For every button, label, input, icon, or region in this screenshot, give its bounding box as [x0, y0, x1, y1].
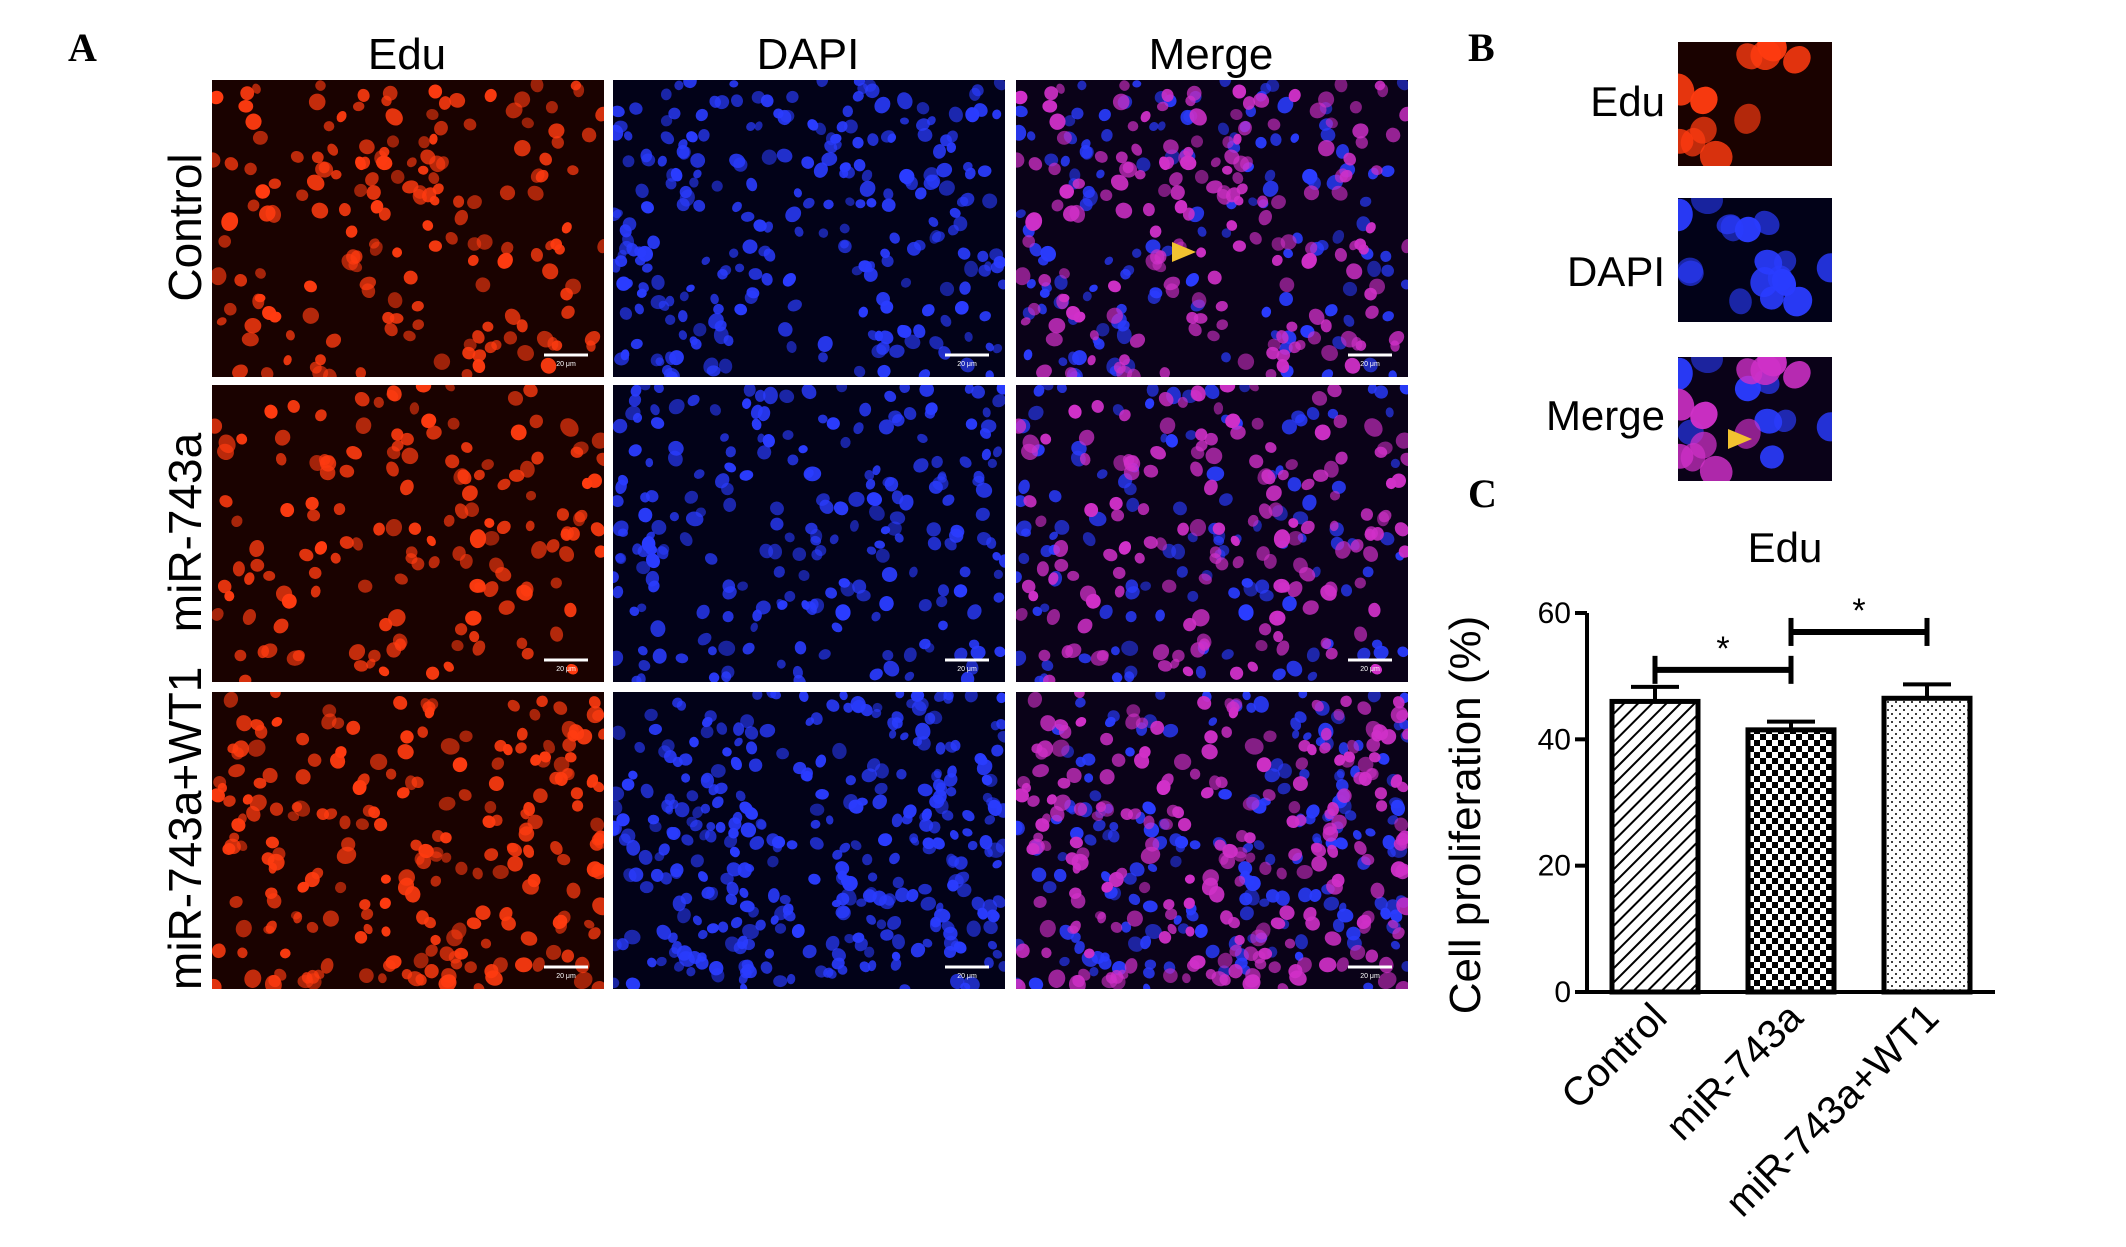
- bar-chart: Edu Cell proliferation (%) 0 20 40 60 * * Co…: [1441, 524, 1995, 1225]
- scale-bar-label: 20 μm: [1360, 973, 1380, 980]
- scale-bar-label: 20 μm: [556, 666, 576, 673]
- arrowhead-icon: [1172, 242, 1196, 262]
- bar: [1881, 695, 1973, 995]
- significance-bracket: *: [1788, 592, 1930, 646]
- row-header-control: Control: [159, 153, 211, 302]
- scale-bar-label: 20 μm: [957, 666, 977, 673]
- y-tick-label: 20: [1538, 850, 1571, 883]
- micrograph-dapi-mir743a-wt1: 20 μm: [613, 692, 1005, 989]
- panel-letter-b: B: [1468, 25, 1495, 70]
- y-tick-label: 60: [1538, 597, 1571, 630]
- significance-star: *: [1716, 630, 1729, 668]
- scale-bar-label: 20 μm: [556, 361, 576, 368]
- arrowhead-icon: [1728, 429, 1752, 449]
- scale-bar-label: 20 μm: [957, 973, 977, 980]
- micrograph-dapi-mir743a: 20 μm: [613, 385, 1005, 682]
- column-header-edu: Edu: [367, 30, 447, 79]
- y-tick-label: 0: [1554, 976, 1571, 1009]
- micrograph-merge-mir743a-wt1: 20 μm: [1016, 692, 1408, 989]
- micrograph-edu-control: 20 μm: [212, 80, 604, 377]
- scale-bar-label: 20 μm: [1360, 361, 1380, 368]
- significance-star: *: [1852, 592, 1865, 630]
- scale-bar-label: 20 μm: [556, 973, 576, 980]
- x-tick-label: Control: [1553, 995, 1675, 1117]
- inset-dapi: [1678, 198, 1832, 322]
- y-tick-label: 40: [1538, 723, 1571, 756]
- bar: [1745, 727, 1837, 995]
- chart-title: Edu: [1748, 524, 1823, 571]
- micrograph-merge-mir743a: 20 μm: [1016, 385, 1408, 682]
- scale-bar-label: 20 μm: [957, 361, 977, 368]
- micrograph-edu-mir743a: 20 μm: [212, 385, 604, 682]
- inset-merge: [1678, 357, 1832, 481]
- panel-letter-a: A: [68, 25, 97, 70]
- column-header-merge: Merge: [1148, 30, 1274, 79]
- significance-bracket: *: [1652, 630, 1794, 684]
- panel-b-label-edu: Edu: [1590, 78, 1665, 125]
- scale-bar-label: 20 μm: [1360, 666, 1380, 673]
- panel-letter-c: C: [1468, 471, 1497, 516]
- micrograph-edu-mir743a-wt1: 20 μm: [212, 692, 604, 989]
- micrograph-dapi-control: 20 μm: [613, 80, 1005, 377]
- bar: [1609, 698, 1701, 995]
- row-header-mir743a-wt1: miR-743a+WT1: [159, 666, 211, 990]
- panel-b-label-dapi: DAPI: [1566, 248, 1665, 295]
- inset-edu: [1678, 42, 1832, 166]
- y-axis-label: Cell proliferation (%): [1441, 616, 1490, 1015]
- panel-b-label-merge: Merge: [1545, 392, 1665, 439]
- row-header-mir743a: miR-743a: [159, 432, 211, 633]
- micrograph-merge-control: 20 μm: [1016, 80, 1408, 377]
- column-header-dapi: DAPI: [756, 30, 860, 79]
